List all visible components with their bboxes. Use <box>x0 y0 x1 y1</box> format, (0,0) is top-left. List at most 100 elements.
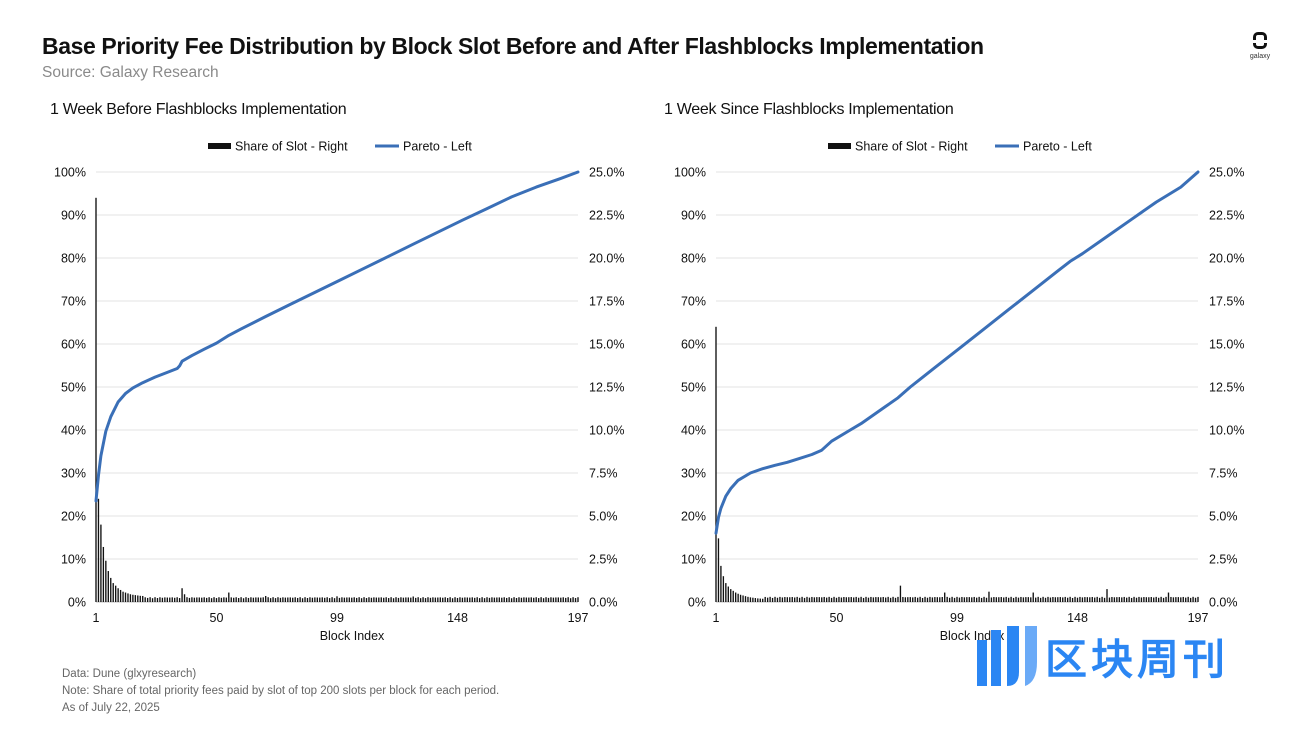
bar-slot-81 <box>912 597 914 602</box>
bar-slot-138 <box>1052 597 1054 602</box>
footer-data-source: Data: Dune (glxyresearch) <box>62 668 197 680</box>
bar-slot-146 <box>451 598 454 602</box>
x-tick-label: 50 <box>830 611 844 625</box>
bar-slot-85 <box>921 597 924 602</box>
bar-slot-123 <box>1015 596 1017 602</box>
bar-slot-192 <box>1185 597 1187 602</box>
bar-slot-121 <box>1010 596 1012 602</box>
bar-slot-3 <box>100 524 102 602</box>
bar-slot-195 <box>1192 596 1194 602</box>
bar-slot-184 <box>1165 596 1167 602</box>
bar-slot-47 <box>208 597 210 602</box>
bar-slot-65 <box>252 597 255 602</box>
bar-slot-36 <box>181 588 183 602</box>
bar-slot-100 <box>338 597 341 602</box>
bar-slot-140 <box>437 597 439 602</box>
bar-slot-59 <box>857 597 860 602</box>
pareto-line <box>714 170 1200 535</box>
bar-slot-49 <box>833 596 835 602</box>
bar-slot-54 <box>845 597 848 602</box>
bar-slot-57 <box>233 597 235 602</box>
bar-slot-60 <box>860 596 862 602</box>
legend-bar-swatch <box>208 143 231 149</box>
bar-slot-146 <box>1071 597 1074 602</box>
bar-slot-89 <box>931 597 934 602</box>
bar-slot-48 <box>830 597 833 602</box>
y-right-tick-label: 25.0% <box>1209 166 1244 180</box>
bar-slot-174 <box>1140 597 1143 602</box>
bar-slot-39 <box>808 597 811 602</box>
bar-slot-116 <box>998 597 1000 602</box>
y-left-tick-label: 60% <box>61 338 86 352</box>
bar-slot-182 <box>1160 596 1162 602</box>
bar-slot-83 <box>916 597 919 602</box>
bar-slot-80 <box>289 597 291 602</box>
bar-slot-85 <box>301 598 304 602</box>
x-axis-label: Block Index <box>320 629 385 643</box>
y-left-tick-label: 40% <box>61 424 86 438</box>
bar-slot-64 <box>870 596 872 602</box>
bar-slot-138 <box>432 597 434 602</box>
bar-slot-164 <box>1116 597 1118 602</box>
bar-slot-24 <box>151 598 154 602</box>
y-right-tick-label: 5.0% <box>1209 510 1238 524</box>
bar-slot-193 <box>567 597 569 602</box>
y-left-tick-label: 80% <box>61 252 86 266</box>
y-right-tick-label: 0.0% <box>1209 596 1238 610</box>
y-right-tick-label: 5.0% <box>589 510 618 524</box>
bar-slot-197 <box>577 597 579 602</box>
bar-slot-134 <box>1042 596 1044 602</box>
bar-slot-78 <box>284 597 287 602</box>
bar-slot-180 <box>535 597 537 602</box>
bar-slot-4 <box>722 576 725 602</box>
bar-slot-126 <box>402 597 405 602</box>
bar-slot-80 <box>909 597 911 602</box>
bar-slot-67 <box>257 597 259 602</box>
bar-slot-179 <box>533 597 535 602</box>
bar-slot-73 <box>272 597 274 602</box>
bar-slot-23 <box>769 596 771 602</box>
bar-slot-75 <box>277 597 279 602</box>
bar-slot-143 <box>1064 596 1066 602</box>
bar-slot-82 <box>914 596 916 602</box>
bar-slot-142 <box>1062 597 1064 602</box>
bar-slot-65 <box>872 597 875 602</box>
y-right-tick-label: 2.5% <box>589 553 618 567</box>
bar-slot-37 <box>803 597 806 602</box>
watermark-text: 区块周刊 <box>1045 635 1230 684</box>
bar-slot-131 <box>1035 597 1037 602</box>
x-tick-label: 1 <box>713 611 720 625</box>
y-right-tick-label: 15.0% <box>1209 338 1244 352</box>
x-tick-label: 148 <box>447 611 468 625</box>
bar-slot-187 <box>1172 597 1175 602</box>
bar-slot-149 <box>459 597 461 602</box>
bar-slot-38 <box>186 597 188 602</box>
bar-slot-12 <box>742 595 744 602</box>
legend-line-label: Pareto - Left <box>1023 140 1092 154</box>
bar-slot-136 <box>1047 596 1049 602</box>
y-right-tick-label: 10.0% <box>589 424 624 438</box>
bar-slot-42 <box>196 597 198 602</box>
x-tick-label: 197 <box>568 611 589 625</box>
chart-after: 0% 0.0%10% 2.5%20% 5.0%30% 7.5%40% 10.0%50% 12… <box>674 140 1244 644</box>
bar-slot-95 <box>326 597 328 602</box>
bar-slot-106 <box>353 597 355 602</box>
y-right-tick-label: 15.0% <box>589 338 624 352</box>
bar-slot-109 <box>360 598 363 602</box>
bar-slot-141 <box>1059 597 1061 602</box>
bar-slot-132 <box>1037 596 1039 602</box>
y-right-tick-label: 7.5% <box>589 467 618 481</box>
bar-slot-173 <box>518 597 520 602</box>
bar-slot-152 <box>1086 597 1089 602</box>
bar-slot-53 <box>223 597 225 602</box>
bar-slot-170 <box>1130 597 1133 602</box>
bar-slot-7 <box>110 577 112 602</box>
bar-slot-157 <box>478 598 481 602</box>
bar-slot-69 <box>882 596 884 602</box>
bar-slot-55 <box>228 592 230 602</box>
bar-slot-160 <box>486 597 488 602</box>
bar-slot-81 <box>292 597 294 602</box>
bar-slot-44 <box>821 597 823 602</box>
bar-slot-40 <box>811 596 813 602</box>
bar-slot-92 <box>939 597 941 602</box>
